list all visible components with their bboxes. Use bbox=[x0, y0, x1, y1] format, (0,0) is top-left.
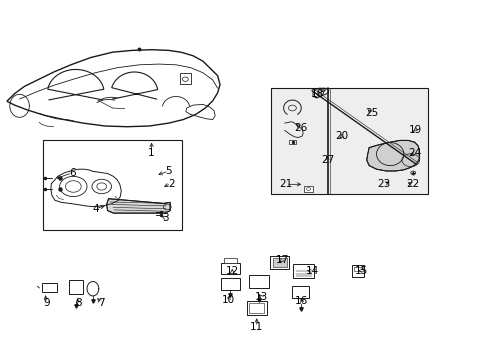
Bar bbox=[246, 301, 266, 315]
Text: 9: 9 bbox=[43, 298, 50, 308]
Bar bbox=[351, 265, 364, 277]
Polygon shape bbox=[106, 199, 170, 213]
Text: 4: 4 bbox=[92, 204, 99, 214]
Text: 15: 15 bbox=[354, 266, 368, 276]
Text: 27: 27 bbox=[320, 155, 334, 165]
Text: 23: 23 bbox=[376, 179, 390, 189]
Text: 12: 12 bbox=[225, 266, 239, 276]
Text: 26: 26 bbox=[293, 123, 307, 133]
Bar bbox=[221, 263, 239, 274]
Text: 22: 22 bbox=[406, 179, 419, 189]
Text: 10: 10 bbox=[222, 294, 234, 305]
Text: 11: 11 bbox=[249, 322, 263, 332]
Bar bbox=[292, 286, 308, 298]
Bar bbox=[224, 258, 236, 263]
Bar bbox=[249, 275, 268, 288]
Bar bbox=[293, 264, 313, 278]
Bar bbox=[271, 88, 427, 194]
Text: 20: 20 bbox=[335, 131, 348, 141]
Text: 7: 7 bbox=[98, 298, 105, 308]
Polygon shape bbox=[366, 140, 419, 171]
Text: 25: 25 bbox=[364, 108, 378, 118]
Text: 8: 8 bbox=[75, 298, 81, 308]
Text: 13: 13 bbox=[254, 292, 268, 302]
Text: 6: 6 bbox=[69, 168, 76, 178]
Text: 21: 21 bbox=[279, 179, 292, 189]
Bar bbox=[221, 278, 239, 290]
Bar bbox=[269, 256, 289, 269]
Bar bbox=[289, 140, 296, 144]
Bar bbox=[304, 186, 312, 192]
Bar bbox=[69, 280, 83, 294]
Text: 16: 16 bbox=[294, 296, 308, 306]
Text: 18: 18 bbox=[310, 89, 324, 99]
Text: 14: 14 bbox=[305, 266, 318, 276]
Text: 2: 2 bbox=[167, 179, 174, 189]
Text: 1: 1 bbox=[148, 148, 155, 158]
Text: 17: 17 bbox=[275, 255, 288, 265]
Bar bbox=[41, 283, 57, 292]
Text: 24: 24 bbox=[407, 148, 421, 158]
Bar bbox=[353, 267, 362, 271]
Bar bbox=[249, 303, 264, 313]
Bar bbox=[272, 258, 286, 267]
Bar bbox=[180, 73, 190, 84]
Text: 19: 19 bbox=[408, 125, 422, 135]
Bar bbox=[43, 140, 182, 230]
Text: 3: 3 bbox=[162, 213, 168, 223]
Text: 5: 5 bbox=[165, 166, 172, 176]
